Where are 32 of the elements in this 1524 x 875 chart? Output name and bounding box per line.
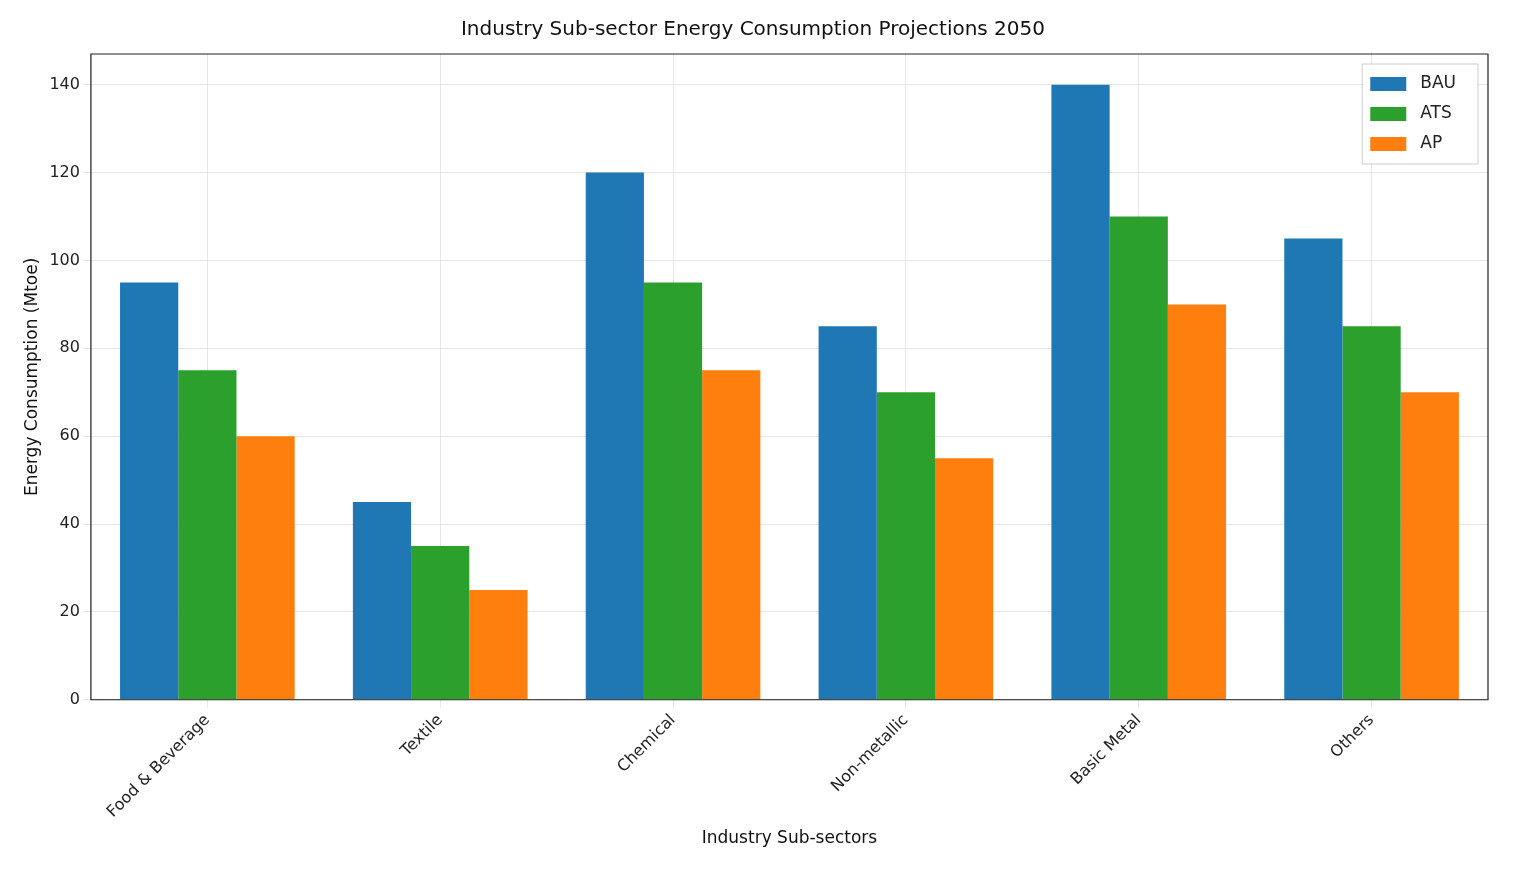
legend-label: ATS [1420, 102, 1452, 123]
y-tick-label: 140 [49, 73, 80, 93]
bar [818, 326, 877, 700]
bar [120, 282, 179, 700]
bar [1284, 238, 1343, 700]
bar [702, 370, 761, 700]
bar [1167, 304, 1227, 700]
bar [585, 172, 644, 700]
bar [236, 436, 295, 700]
bar [1342, 326, 1401, 700]
bar [1051, 84, 1110, 700]
bar [352, 502, 412, 700]
y-axis-title: Energy Consumption (Mtoe) [20, 257, 41, 497]
y-tick-label: 40 [59, 513, 80, 533]
legend-label: BAU [1420, 72, 1457, 93]
bar [1400, 392, 1459, 700]
x-axis-title: Industry Sub-sectors [701, 827, 878, 848]
legend-label: AP [1420, 132, 1443, 153]
bar [411, 546, 470, 700]
y-tick-label: 0 [69, 688, 80, 708]
bar [643, 282, 703, 700]
bar [935, 458, 994, 700]
y-tick-label: 60 [59, 425, 80, 445]
bar [1109, 216, 1168, 700]
y-tick-label: 100 [49, 249, 80, 269]
chart-title: Industry Sub-sector Energy Consumption Projections 2050 [460, 16, 1046, 41]
y-tick-label: 120 [49, 161, 80, 181]
bar [178, 370, 237, 700]
bar [876, 392, 935, 700]
y-tick-label: 80 [59, 337, 80, 357]
bar [469, 589, 528, 700]
y-tick-label: 20 [59, 601, 80, 621]
